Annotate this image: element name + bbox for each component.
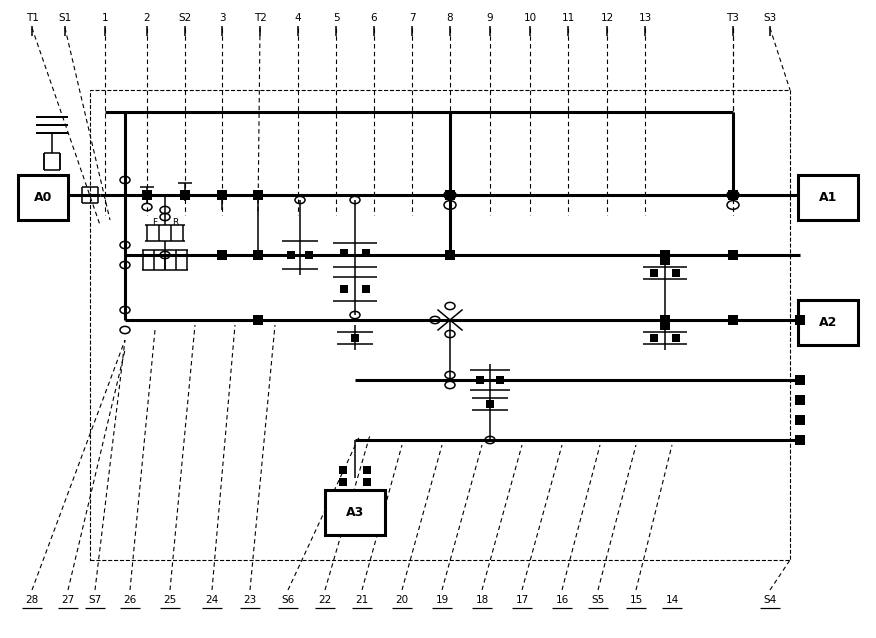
- Bar: [650, 269, 658, 277]
- Text: S6: S6: [281, 595, 294, 605]
- Text: 19: 19: [435, 595, 449, 605]
- Text: 13: 13: [639, 13, 652, 23]
- Bar: [18, 175, 68, 220]
- Text: 18: 18: [476, 595, 489, 605]
- Text: 27: 27: [61, 595, 74, 605]
- Text: T3: T3: [726, 13, 739, 23]
- Text: 15: 15: [629, 595, 643, 605]
- Text: S4: S4: [763, 595, 777, 605]
- Text: 21: 21: [356, 595, 369, 605]
- Text: R: R: [172, 218, 178, 227]
- Text: 2: 2: [144, 13, 151, 23]
- Text: A1: A1: [819, 191, 837, 204]
- Bar: [287, 251, 295, 259]
- Text: 24: 24: [205, 595, 219, 605]
- Text: 12: 12: [600, 13, 613, 23]
- Text: 25: 25: [164, 595, 177, 605]
- Text: 20: 20: [395, 595, 408, 605]
- Text: S1: S1: [59, 13, 72, 23]
- Bar: [253, 190, 263, 200]
- Text: 26: 26: [124, 595, 137, 605]
- Bar: [142, 190, 152, 200]
- Bar: [728, 250, 738, 260]
- Bar: [180, 190, 190, 200]
- Bar: [339, 466, 347, 474]
- Bar: [253, 190, 263, 200]
- Bar: [795, 375, 805, 385]
- Text: A3: A3: [346, 506, 364, 519]
- Text: 22: 22: [318, 595, 332, 605]
- Text: 7: 7: [409, 13, 415, 23]
- Bar: [476, 376, 484, 384]
- Bar: [363, 478, 371, 486]
- Text: 5: 5: [333, 13, 339, 23]
- Text: A2: A2: [819, 316, 837, 329]
- Bar: [351, 334, 359, 342]
- Bar: [339, 478, 347, 486]
- Text: 23: 23: [244, 595, 257, 605]
- Text: 11: 11: [562, 13, 575, 23]
- Text: F: F: [152, 218, 158, 227]
- Bar: [660, 255, 670, 265]
- Text: S5: S5: [591, 595, 604, 605]
- Bar: [217, 190, 227, 200]
- Bar: [660, 250, 670, 260]
- Bar: [798, 300, 858, 345]
- Bar: [496, 376, 504, 384]
- Bar: [672, 269, 680, 277]
- Text: 1: 1: [102, 13, 109, 23]
- Text: 3: 3: [219, 13, 225, 23]
- Bar: [728, 315, 738, 325]
- Bar: [445, 190, 455, 200]
- Bar: [340, 285, 348, 293]
- Text: 16: 16: [555, 595, 569, 605]
- Bar: [363, 466, 371, 474]
- Bar: [217, 190, 227, 200]
- Bar: [340, 249, 348, 257]
- Text: 8: 8: [447, 13, 453, 23]
- Bar: [325, 490, 385, 535]
- Bar: [253, 250, 263, 260]
- Bar: [672, 334, 680, 342]
- Bar: [253, 315, 263, 325]
- Bar: [798, 175, 858, 220]
- Bar: [795, 395, 805, 405]
- Bar: [650, 334, 658, 342]
- Bar: [253, 250, 263, 260]
- Text: S7: S7: [88, 595, 102, 605]
- Text: 4: 4: [294, 13, 301, 23]
- Bar: [90, 90, 790, 560]
- Text: 10: 10: [524, 13, 537, 23]
- Bar: [660, 315, 670, 325]
- Bar: [795, 315, 805, 325]
- Bar: [305, 251, 313, 259]
- Text: 9: 9: [487, 13, 493, 23]
- Bar: [795, 435, 805, 445]
- Text: 6: 6: [371, 13, 378, 23]
- Bar: [486, 400, 494, 408]
- Bar: [728, 190, 738, 200]
- Text: 14: 14: [666, 595, 679, 605]
- Bar: [445, 250, 455, 260]
- Bar: [660, 320, 670, 330]
- Text: S2: S2: [179, 13, 192, 23]
- Text: A0: A0: [34, 191, 53, 204]
- Text: 17: 17: [515, 595, 528, 605]
- Bar: [445, 250, 455, 260]
- Text: T2: T2: [253, 13, 266, 23]
- Text: T1: T1: [25, 13, 39, 23]
- Bar: [217, 250, 227, 260]
- Bar: [362, 285, 370, 293]
- Text: 28: 28: [25, 595, 39, 605]
- Bar: [795, 415, 805, 425]
- Text: S3: S3: [763, 13, 777, 23]
- Bar: [362, 249, 370, 257]
